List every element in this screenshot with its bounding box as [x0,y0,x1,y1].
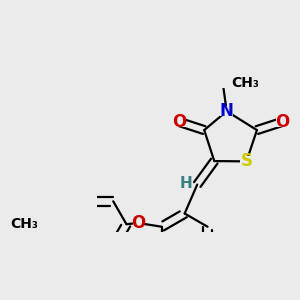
FancyBboxPatch shape [133,216,143,225]
Text: O: O [275,113,289,131]
FancyBboxPatch shape [173,117,185,127]
FancyBboxPatch shape [183,177,194,187]
FancyBboxPatch shape [276,117,288,127]
FancyBboxPatch shape [33,219,51,229]
Text: N: N [220,102,234,120]
Text: S: S [241,152,253,170]
FancyBboxPatch shape [221,77,242,88]
FancyBboxPatch shape [220,106,233,116]
Text: H: H [179,176,192,191]
Text: O: O [131,214,145,232]
FancyBboxPatch shape [240,156,253,167]
Text: O: O [172,113,186,131]
Text: CH₃: CH₃ [232,76,260,89]
Text: CH₃: CH₃ [11,217,38,231]
